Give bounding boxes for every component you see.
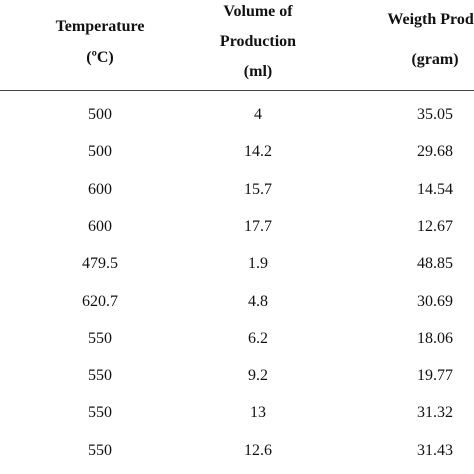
cell-text: 35.05 [417, 106, 453, 123]
cell-text: 550 [88, 441, 112, 459]
cell-text: 48.85 [417, 255, 453, 273]
cell-text: 600 [88, 180, 112, 198]
cell-text: 550 [88, 367, 112, 385]
header-text: Volume of [223, 3, 293, 20]
header-text: (ºC) [86, 49, 114, 66]
cell-text: 18.06 [417, 329, 453, 347]
header-text: (ml) [243, 63, 273, 80]
header-text: (gram) [411, 51, 459, 68]
header-rule [0, 90, 474, 91]
cell-text: 9.2 [248, 367, 268, 385]
cell-text: 500 [88, 106, 112, 123]
cell-text: 12.6 [244, 441, 272, 459]
cell-text: 13 [250, 404, 266, 422]
cell-text: 14.54 [417, 180, 453, 198]
header-text: Temperature [55, 18, 145, 35]
cell-text: 31.32 [417, 404, 453, 422]
cell-text: 29.68 [417, 143, 453, 161]
cell-text: 620.7 [82, 292, 118, 310]
cell-text: 17.7 [244, 217, 272, 235]
cell-text: 6.2 [248, 329, 268, 347]
cell-text: 550 [88, 404, 112, 422]
cell-text: 4.8 [248, 292, 268, 310]
cell-text: 31.43 [417, 441, 453, 459]
cell-text: 15.7 [244, 180, 272, 198]
cell-text: 12.67 [417, 217, 453, 235]
cell-text: 19.77 [417, 367, 453, 385]
cell-text: 14.2 [244, 143, 272, 161]
header-text: Production [219, 33, 297, 50]
cell-text: 550 [88, 329, 112, 347]
cell-text: 4 [254, 106, 262, 123]
cell-text: 1.9 [248, 255, 268, 273]
cell-text: 479.5 [82, 255, 118, 273]
header-text: Weigth Produ [387, 11, 474, 28]
cell-text: 600 [88, 217, 112, 235]
cell-text: 30.69 [417, 292, 453, 310]
cell-text: 500 [88, 143, 112, 161]
